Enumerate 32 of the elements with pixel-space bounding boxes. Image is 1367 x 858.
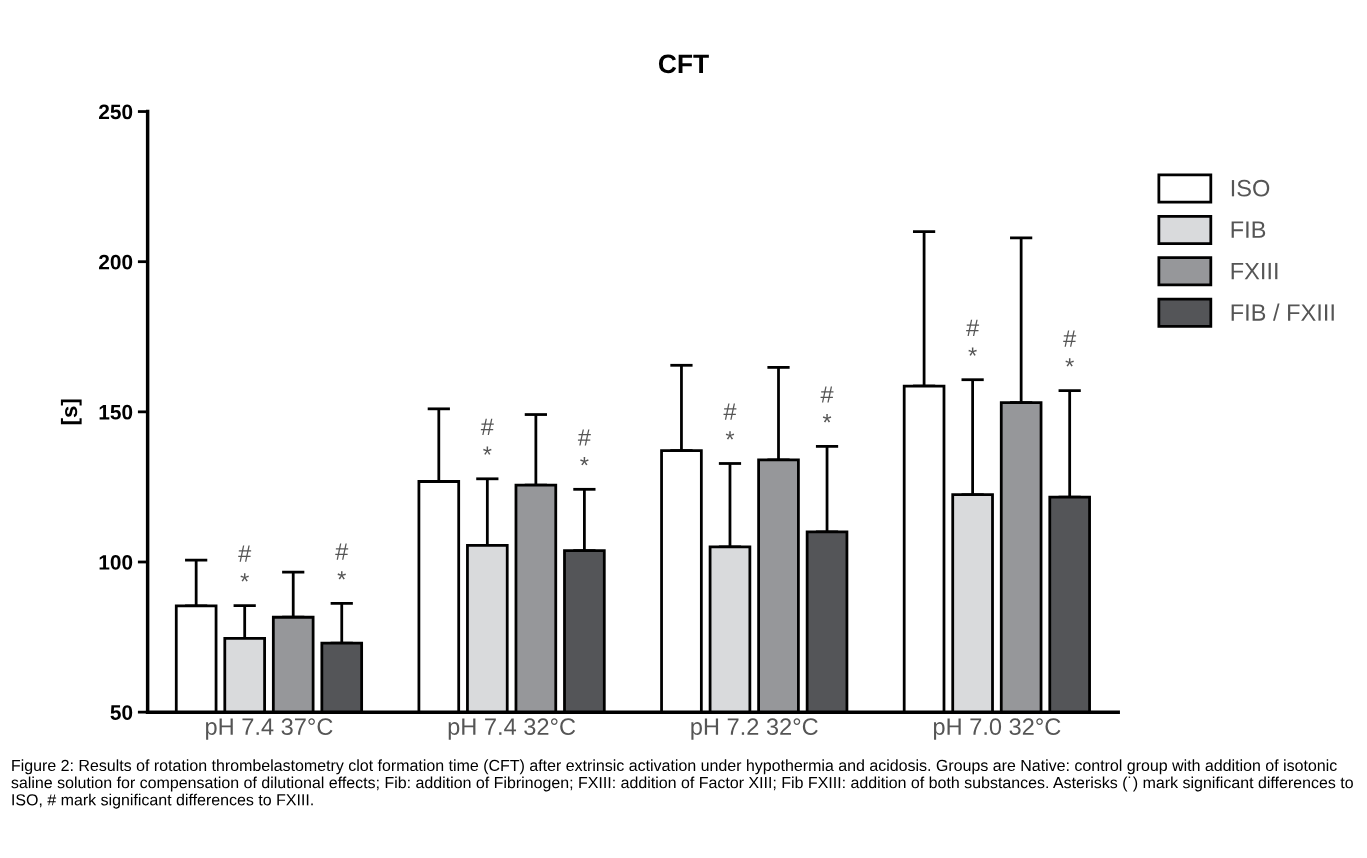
legend-label: FIB / FXIII (1231, 303, 1334, 321)
annotation: # (480, 418, 494, 436)
chart-title: CFT (658, 54, 709, 74)
y-tick-label: 250 (99, 104, 133, 120)
annotation: # (577, 429, 591, 446)
y-tick-label: 50 (110, 705, 133, 720)
y-tick-label: 150 (99, 404, 133, 420)
legend-label: FXIII (1231, 262, 1278, 280)
annotation: # (723, 403, 737, 420)
annotation: * (483, 446, 492, 455)
annotation: * (1065, 358, 1074, 367)
y-tick-label: 200 (99, 254, 133, 270)
annotation: # (820, 386, 834, 403)
annotation: * (580, 457, 589, 466)
x-tick-label: pH 7.4 32°C (448, 718, 576, 740)
annotation: * (968, 347, 977, 356)
legend-label: FIB (1231, 221, 1266, 238)
annotation: * (240, 573, 249, 582)
y-axis-title: [s] (60, 399, 82, 425)
legend-label: ISO (1231, 179, 1270, 197)
x-tick-label: pH 7.2 32°C (691, 718, 818, 740)
annotation: # (238, 545, 252, 562)
y-tick-label: 100 (99, 554, 133, 570)
annotation: * (822, 414, 832, 423)
annotation: # (335, 543, 349, 560)
annotation: # (966, 319, 980, 336)
annotation: # (1063, 330, 1077, 347)
annotation: * (337, 571, 346, 580)
annotation: * (725, 431, 735, 440)
caption: Figure 2: Results of rotation thrombelastometry clot formation time (CFT) after extrinsic activation under hypothermia and acidosis. Groups are Native: control group with addition of isotonic saline solution for compensation of dilutional effects; Fib: addition of Fibrinogen; FXIII: addition of Factor XIII; Fib FXIII: addition of both substances. Asterisks (˙) mark significant differences to ISO, # mark significant differences to FXIII. (11, 759, 1353, 809)
x-tick-label: pH 7.0 32°C (933, 718, 1061, 740)
x-tick-label: pH 7.4 37°C (206, 718, 333, 740)
